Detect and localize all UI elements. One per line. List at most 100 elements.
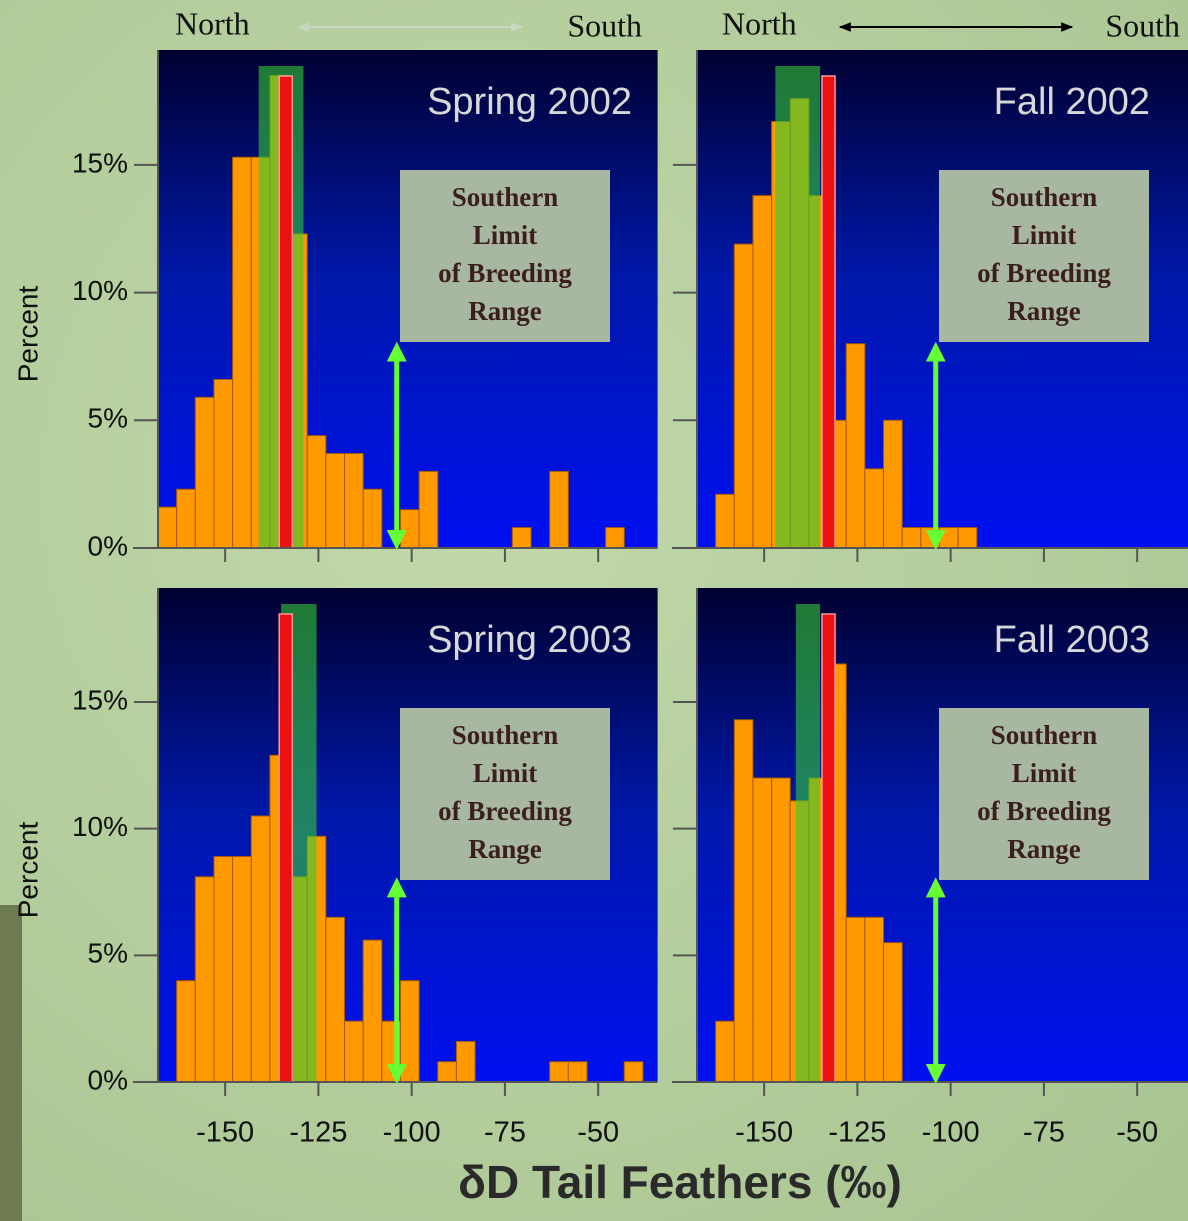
bar — [715, 1020, 735, 1083]
reference-band — [278, 613, 294, 1083]
y-tick-label: 15% — [72, 147, 128, 178]
bar — [306, 435, 327, 549]
bar — [549, 1061, 569, 1083]
annotation-text: Southern — [452, 720, 559, 750]
bar — [845, 343, 866, 549]
bar — [176, 980, 196, 1083]
bar — [957, 527, 978, 549]
annotation-text: Southern — [452, 182, 559, 212]
bar — [344, 453, 364, 549]
breeding-band — [775, 66, 821, 548]
direction-label: North — [175, 5, 250, 41]
panel-title: Spring 2002 — [427, 81, 632, 123]
y-tick-label: 10% — [72, 811, 128, 842]
bar — [771, 777, 791, 1083]
y-tick-label: 15% — [72, 684, 128, 715]
bar — [250, 815, 271, 1083]
bar — [901, 527, 922, 549]
panel-title: Fall 2002 — [994, 81, 1150, 123]
annotation-text: Limit — [473, 220, 538, 250]
bar — [157, 506, 178, 549]
direction-label: North — [722, 5, 797, 41]
bar — [194, 876, 215, 1083]
x-tick-label: -125 — [828, 1117, 886, 1149]
annotation-text: of Breeding — [438, 258, 572, 288]
reference-band — [821, 75, 836, 549]
bar — [567, 1061, 588, 1083]
panel: 0% 5% 10% 15% Spring 2002 Southern Limit of Bre… — [12, 5, 658, 562]
annotation-box — [400, 170, 610, 342]
x-tick-label: -150 — [735, 1117, 793, 1149]
bar — [399, 980, 420, 1083]
x-tick-label: -125 — [289, 1117, 347, 1149]
bar — [733, 243, 754, 549]
annotation-text: of Breeding — [977, 796, 1111, 826]
panel-title: Spring 2003 — [427, 619, 632, 661]
bar — [418, 470, 439, 549]
bar — [232, 156, 252, 549]
bar — [176, 488, 196, 549]
annotation-text: Limit — [473, 758, 538, 788]
photo-edge — [0, 905, 22, 1221]
annotation-text: of Breeding — [438, 796, 572, 826]
annotation-text: Limit — [1012, 220, 1077, 250]
bar — [455, 1040, 476, 1083]
y-axis-title: Percent — [12, 822, 43, 919]
x-tick-label: -75 — [484, 1117, 526, 1149]
bar — [883, 419, 903, 549]
x-axis-title: δD Tail Feathers (‰) — [458, 1156, 902, 1208]
bar — [325, 916, 346, 1083]
bar — [938, 527, 959, 549]
direction-label: South — [1105, 7, 1180, 43]
bar — [362, 488, 383, 549]
y-tick-label: 5% — [88, 938, 128, 969]
panel: -150 -125 -100 -75 -50 Fall 2003 Southern Limit… — [672, 588, 1188, 1149]
annotation-text: Range — [1007, 834, 1081, 864]
annotation-text: Limit — [1012, 758, 1077, 788]
annotation-box — [939, 170, 1149, 342]
x-tick-label: -50 — [577, 1117, 619, 1149]
annotation-text: of Breeding — [977, 258, 1111, 288]
bar — [883, 942, 903, 1083]
bar — [864, 916, 885, 1083]
annotation-text: Range — [468, 296, 542, 326]
bar — [213, 856, 234, 1083]
breeding-band — [795, 604, 821, 1082]
annotation-text: Range — [468, 834, 542, 864]
x-tick-label: -100 — [383, 1117, 441, 1149]
reference-band — [821, 613, 836, 1083]
bar — [752, 777, 773, 1083]
panel: -150 -125 -100 -75 -50 0% 5% 10% 15% Spring 2003 S… — [12, 588, 658, 1149]
bar — [549, 470, 569, 549]
x-tick-label: -50 — [1116, 1117, 1158, 1149]
bar — [437, 1061, 457, 1083]
y-tick-label: 5% — [88, 403, 128, 434]
annotation-text: Southern — [991, 182, 1098, 212]
bar — [752, 195, 773, 549]
panel-title: Fall 2003 — [994, 619, 1150, 661]
bar — [864, 468, 885, 549]
bar — [213, 378, 234, 549]
panel: Fall 2002 Southern Limit of Breeding Range No… — [672, 5, 1188, 562]
bar — [845, 916, 866, 1083]
direction-label: South — [567, 7, 642, 43]
y-tick-label: 0% — [88, 530, 128, 561]
reference-band — [278, 75, 294, 549]
bar — [232, 856, 252, 1083]
y-tick-label: 0% — [88, 1064, 128, 1095]
bar — [344, 1020, 364, 1083]
bar — [733, 719, 754, 1083]
bar — [511, 527, 532, 549]
bar — [194, 396, 215, 549]
bar — [362, 939, 383, 1083]
y-axis-title: Percent — [12, 286, 43, 383]
bar — [325, 453, 346, 549]
bar — [605, 527, 625, 549]
annotation-box — [400, 708, 610, 880]
bar — [399, 509, 420, 549]
x-tick-label: -100 — [922, 1117, 980, 1149]
x-tick-label: -75 — [1023, 1117, 1065, 1149]
x-tick-label: -150 — [196, 1117, 254, 1149]
